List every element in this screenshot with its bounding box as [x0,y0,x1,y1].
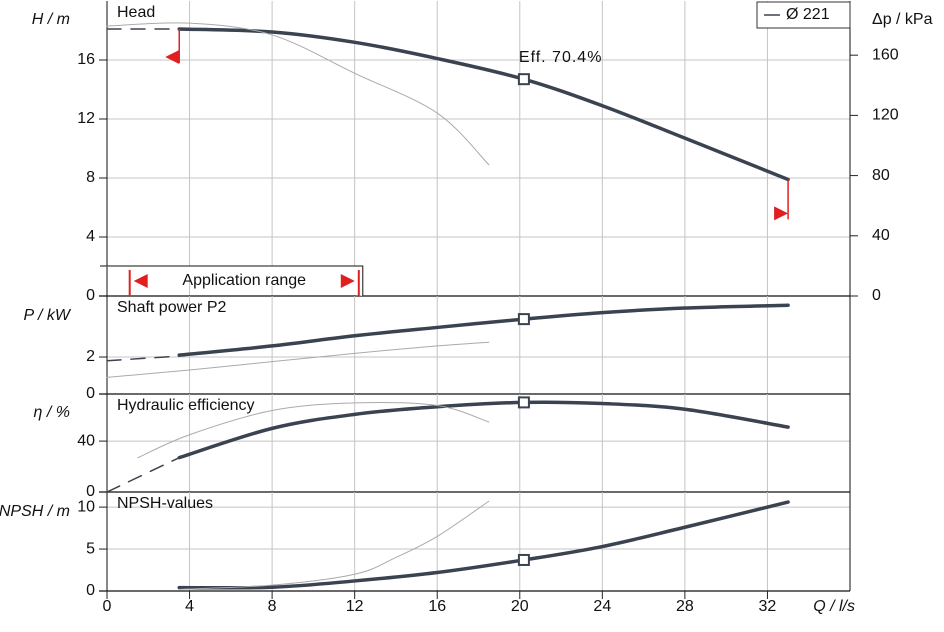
curve [106,456,180,493]
curve [177,400,790,460]
x-tick-label: 4 [185,598,194,615]
y-axis-label: η / % [34,404,70,421]
annotation: Eff. 70.4% [519,49,603,66]
x-tick-label: 16 [428,598,446,615]
x-tick-label: 12 [346,598,364,615]
x-tick-label: 0 [103,598,112,615]
y-tick-label: 16 [77,51,95,68]
y-tick-label: 0 [86,582,95,599]
y-tick-label: 0 [86,385,95,402]
panel-title: Head [117,4,155,21]
y2-tick-label: 80 [872,167,890,184]
duty-point [517,396,530,409]
range-label: Application range [182,272,306,289]
y2-tick-label: 120 [872,107,899,124]
curve [177,303,790,357]
range-arrow-left [133,274,148,288]
limit-marker [165,50,180,65]
x-tick-label: 20 [511,598,529,615]
y2-tick-label: 160 [872,46,899,63]
curve [106,355,180,362]
y-tick-label: 4 [86,228,95,245]
y2-tick-label: 0 [872,287,881,304]
curve [106,341,490,378]
x-tick-label: 32 [759,598,777,615]
panel-title: Hydraulic efficiency [117,397,255,414]
x-tick-label: 24 [593,598,611,615]
curve [177,500,790,590]
limit-marker [774,206,789,221]
y-tick-label: 0 [86,287,95,304]
y-tick-label: 8 [86,169,95,186]
x-axis-label: Q / l/s [813,598,855,615]
y2-axis-label: Δp / kPa [872,11,933,28]
y-tick-label: 10 [77,498,95,515]
curve [137,401,490,459]
panel-title: Shaft power P2 [117,299,227,316]
duty-point [517,73,530,86]
y-tick-label: 12 [77,110,95,127]
curve [106,22,490,166]
curve [177,27,790,182]
y-axis-label: H / m [32,11,70,28]
legend-label: Ø 221 [786,6,830,23]
y-axis-label: NPSH / m [0,503,70,520]
x-tick-label: 28 [676,598,694,615]
y2-tick-label: 40 [872,227,890,244]
range-arrow-right [340,274,355,288]
x-tick-label: 8 [268,598,277,615]
y-tick-label: 40 [77,432,95,449]
y-tick-label: 5 [86,540,95,557]
panel-title: NPSH-values [117,495,213,512]
duty-point [517,553,530,566]
range-box [100,265,364,296]
y-tick-label: 0 [86,483,95,500]
y-tick-label: 2 [86,348,95,365]
y-axis-label: P / kW [23,307,71,324]
curve [178,500,490,590]
duty-point [517,313,530,326]
